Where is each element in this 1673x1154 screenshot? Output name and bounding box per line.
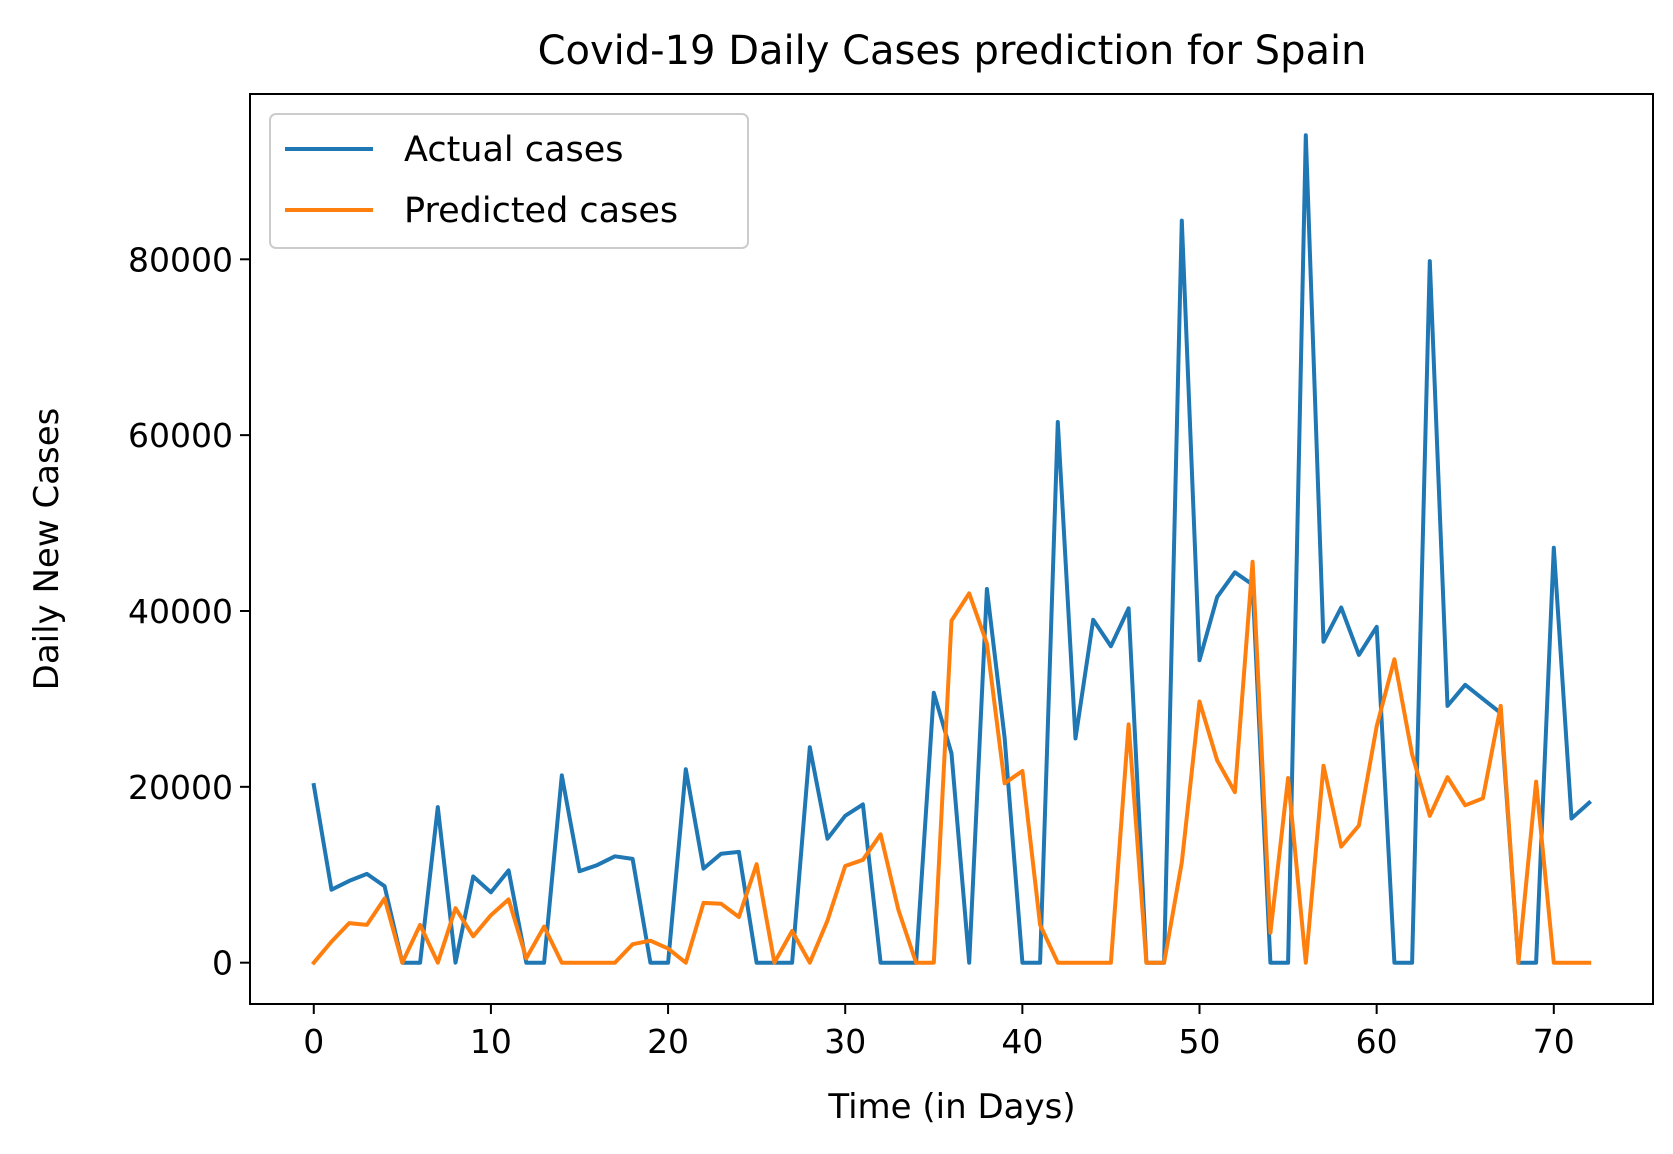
legend: Actual cases Predicted cases — [269, 113, 749, 249]
x-tick-label: 60 — [1356, 1022, 1398, 1061]
series-layer — [310, 133, 1593, 966]
x-tick-label: 70 — [1533, 1022, 1575, 1061]
x-tick-label: 50 — [1179, 1022, 1221, 1061]
legend-label: Actual cases — [404, 130, 623, 170]
y-tick-label: 80000 — [128, 240, 233, 279]
plot-frame — [249, 93, 1654, 1005]
legend-frame — [269, 113, 749, 249]
x-tick-label: 10 — [470, 1022, 512, 1061]
y-axis-label: Daily New Cases — [27, 408, 67, 691]
x-tick-label: 40 — [1001, 1022, 1043, 1061]
x-tick-label: 20 — [647, 1022, 689, 1061]
y-tick-label: 20000 — [128, 768, 233, 807]
y-tick-label: 0 — [212, 944, 233, 983]
x-axis-label: Time (in Days) — [827, 1087, 1075, 1127]
chart-title: Covid-19 Daily Cases prediction for Spai… — [538, 28, 1367, 74]
legend-label: Predicted cases — [404, 191, 678, 231]
y-axis: 0 20000 40000 60000 80000 — [128, 240, 250, 983]
series-line-actual — [311, 133, 1593, 965]
x-tick-label: 0 — [303, 1022, 324, 1061]
x-axis: 0 10 20 30 40 50 60 70 — [303, 1004, 1575, 1061]
y-tick-label: 60000 — [128, 416, 233, 455]
series-line-predicted — [310, 559, 1592, 966]
y-tick-label: 40000 — [128, 592, 233, 631]
x-tick-label: 30 — [824, 1022, 866, 1061]
